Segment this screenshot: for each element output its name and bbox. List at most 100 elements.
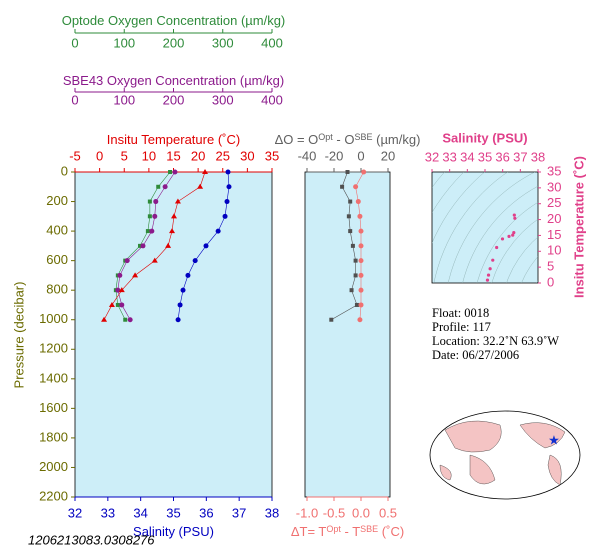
y-tick-label: 30 <box>547 179 561 194</box>
data-point <box>152 213 158 219</box>
y-tick-label: 200 <box>46 193 68 208</box>
y-tick-label: 35 <box>547 163 561 178</box>
y-tick-label: 0 <box>547 274 554 289</box>
y-tick-label: 25 <box>547 195 561 210</box>
data-point <box>149 228 155 234</box>
title-part: (˚C) <box>378 524 404 539</box>
y-tick-label: 600 <box>46 252 68 267</box>
x-tick-label: -20 <box>325 148 344 163</box>
footer-code: 1206213083.0308276 <box>28 532 155 547</box>
y-tick-label: 800 <box>46 282 68 297</box>
x-tick-label: 200 <box>163 92 185 107</box>
data-point <box>354 302 359 307</box>
y-tick-label: 1400 <box>39 370 68 385</box>
y-tick-label: 20 <box>547 211 561 226</box>
x-tick-label: -5 <box>69 148 81 163</box>
data-point <box>172 169 178 175</box>
data-point <box>108 301 115 307</box>
data-point <box>169 228 176 234</box>
data-point <box>118 287 125 293</box>
x-tick-label: 20 <box>381 148 395 163</box>
superscript: SBE <box>354 132 372 142</box>
x-tick-label: 100 <box>113 35 135 50</box>
data-point <box>488 267 492 271</box>
plot-area <box>74 171 273 498</box>
data-point <box>162 184 168 190</box>
x-tick-label: 20 <box>191 148 205 163</box>
x-tick-label: 35 <box>166 505 180 520</box>
plot-area <box>304 171 391 498</box>
data-point <box>353 258 358 263</box>
y-tick-label: 5 <box>547 259 554 274</box>
y-tick-label: 400 <box>46 223 68 238</box>
x-tick-label: 10 <box>142 148 156 163</box>
data-point <box>512 230 516 235</box>
float-info: Profile: 117 <box>432 320 491 334</box>
x-tick-label: 38 <box>531 149 545 164</box>
data-point <box>358 302 364 308</box>
data-point <box>197 183 204 189</box>
x-tick-label: 0.5 <box>379 505 397 520</box>
data-point <box>348 199 353 204</box>
data-point <box>174 198 181 204</box>
land <box>469 454 496 485</box>
data-point <box>127 317 133 323</box>
data-point <box>357 213 363 219</box>
x-tick-label: -0.5 <box>323 505 345 520</box>
data-point <box>215 228 221 234</box>
x-axis-title: Salinity (PSU) <box>442 130 527 145</box>
land <box>547 454 562 486</box>
axis-title: SBE43 Oxygen Concentration (µm/kg) <box>63 73 284 88</box>
x-tick-label: 200 <box>163 35 185 50</box>
data-point <box>123 317 128 322</box>
x-tick-label: 30 <box>240 148 254 163</box>
data-point <box>513 216 517 220</box>
plot-area <box>431 171 539 284</box>
data-point <box>358 258 364 264</box>
land <box>444 420 502 453</box>
y-tick-label: 0 <box>61 163 68 178</box>
land <box>439 464 452 481</box>
data-point <box>353 273 358 278</box>
x-tick-label: 34 <box>133 505 147 520</box>
data-point <box>115 302 120 307</box>
data-point <box>168 170 173 174</box>
data-point <box>192 258 198 264</box>
x-tick-label: 0 <box>357 148 364 163</box>
axis-title: Optode Oxygen Concentration (µm/kg) <box>62 13 286 28</box>
data-point <box>355 199 361 205</box>
data-point <box>156 184 161 189</box>
data-point <box>358 287 364 293</box>
data-point <box>145 229 150 234</box>
data-point <box>124 258 130 264</box>
data-point <box>491 258 495 262</box>
y-tick-label: 2000 <box>39 459 68 474</box>
x-tick-label: 0 <box>71 35 78 50</box>
data-point <box>117 272 123 278</box>
data-point <box>346 214 351 219</box>
data-point <box>350 243 355 248</box>
x-tick-label: 400 <box>261 35 283 50</box>
data-point <box>485 278 490 282</box>
x-tick-label: 35 <box>265 148 279 163</box>
title-part: ΔO = O <box>275 132 319 147</box>
data-point <box>361 169 367 175</box>
title-part: Optode Oxygen Concentration (µm/kg) <box>62 13 286 28</box>
x-tick-label: 32 <box>68 505 82 520</box>
x-tick-label: 0 <box>96 148 103 163</box>
data-point <box>132 272 139 278</box>
y-tick-label: 15 <box>547 227 561 242</box>
superscript: Opt <box>326 524 341 534</box>
x-tick-label: 0 <box>71 92 78 107</box>
data-point <box>225 169 231 175</box>
axis-title: Salinity (PSU) <box>133 524 214 539</box>
title-part: Insitu Temperature (˚C) <box>107 132 240 147</box>
x-tick-label: 36 <box>495 149 509 164</box>
x-tick-label: 5 <box>121 148 128 163</box>
float-info: Float: 0018 <box>432 306 489 320</box>
title-part: ΔT= T <box>291 524 327 539</box>
data-point <box>185 272 191 278</box>
x-tick-label: 300 <box>212 35 234 50</box>
x-tick-label: 38 <box>265 505 279 520</box>
data-point <box>151 257 158 263</box>
